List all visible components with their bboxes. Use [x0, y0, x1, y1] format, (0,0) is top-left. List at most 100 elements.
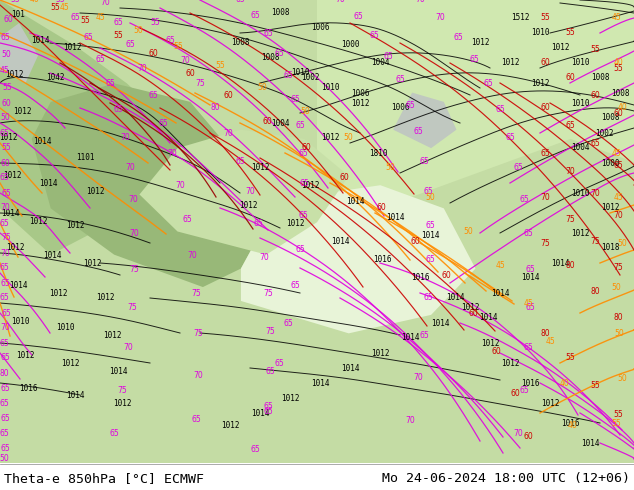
Text: 65: 65	[613, 161, 623, 170]
Text: 70: 70	[123, 343, 133, 352]
Text: 65: 65	[83, 33, 93, 43]
Text: 75: 75	[191, 289, 201, 297]
Text: 65: 65	[0, 353, 10, 363]
Text: 60: 60	[441, 271, 451, 280]
Text: 65: 65	[469, 55, 479, 65]
Polygon shape	[241, 185, 476, 333]
Text: 55: 55	[50, 3, 60, 13]
Text: 60: 60	[590, 91, 600, 99]
Text: 1014: 1014	[401, 334, 419, 343]
Text: 1012: 1012	[501, 58, 519, 68]
Text: 75: 75	[565, 215, 575, 223]
Text: 65: 65	[283, 319, 293, 328]
Text: 65: 65	[263, 401, 273, 411]
Text: 60: 60	[510, 389, 520, 397]
Text: 1014: 1014	[1, 209, 19, 218]
Text: 65: 65	[423, 188, 433, 196]
Text: 55: 55	[540, 14, 550, 23]
Text: 55: 55	[565, 353, 575, 363]
Text: 45: 45	[60, 3, 70, 13]
Text: 1012: 1012	[86, 187, 104, 196]
Text: 1014: 1014	[251, 409, 269, 417]
Text: 65: 65	[274, 49, 284, 58]
Text: 1012: 1012	[461, 303, 479, 313]
Text: 1014: 1014	[491, 289, 509, 297]
Text: 45: 45	[611, 148, 621, 157]
Text: 65: 65	[540, 148, 550, 157]
Text: 1004: 1004	[571, 144, 589, 152]
Text: 60: 60	[339, 172, 349, 181]
Text: 1012: 1012	[251, 164, 269, 172]
Text: 65: 65	[250, 444, 260, 454]
Text: 1002: 1002	[595, 128, 613, 138]
Text: 70: 70	[259, 252, 269, 262]
Text: 55: 55	[215, 62, 225, 71]
Text: 65: 65	[525, 266, 535, 274]
Text: 75: 75	[195, 78, 205, 88]
Text: 65: 65	[0, 278, 10, 288]
Text: 70: 70	[245, 187, 255, 196]
Text: 70: 70	[187, 250, 197, 260]
Text: 65: 65	[0, 264, 9, 272]
Text: 65: 65	[565, 121, 575, 129]
Text: 55: 55	[565, 28, 575, 38]
Text: 101: 101	[11, 10, 25, 20]
Text: 80: 80	[0, 368, 9, 377]
Text: 1004: 1004	[371, 58, 389, 68]
Text: 1012: 1012	[29, 217, 48, 225]
Text: 1012: 1012	[571, 228, 589, 238]
Text: 65: 65	[290, 281, 300, 291]
Polygon shape	[32, 83, 266, 287]
Text: 1012: 1012	[239, 200, 257, 210]
Text: 75: 75	[265, 326, 275, 336]
Text: 65: 65	[395, 75, 405, 84]
Text: 1012: 1012	[61, 359, 79, 368]
Text: 65: 65	[158, 119, 168, 127]
Text: 65: 65	[298, 212, 308, 220]
Text: 65: 65	[513, 164, 523, 172]
Text: 1004: 1004	[271, 119, 289, 127]
Text: 1008: 1008	[261, 53, 279, 63]
Text: 1008: 1008	[271, 8, 289, 18]
Text: 50: 50	[425, 194, 435, 202]
Text: 75: 75	[193, 328, 203, 338]
Text: 1012: 1012	[551, 44, 569, 52]
Text: 1014: 1014	[33, 137, 51, 146]
Text: 60: 60	[1, 98, 11, 107]
Text: 50: 50	[463, 226, 473, 236]
Text: 70: 70	[540, 194, 550, 202]
Text: 65: 65	[283, 72, 293, 80]
Text: 50: 50	[1, 50, 11, 59]
Text: 75: 75	[1, 234, 11, 243]
Text: 55: 55	[55, 0, 65, 4]
Text: 1012: 1012	[0, 133, 17, 143]
Text: 1012: 1012	[13, 106, 31, 116]
Text: 60: 60	[3, 16, 13, 24]
Text: 50: 50	[0, 114, 10, 122]
Text: 1002: 1002	[301, 74, 320, 82]
Text: 1000: 1000	[601, 158, 619, 168]
Text: 65: 65	[265, 367, 275, 375]
Text: 1012: 1012	[16, 350, 34, 360]
Text: 65: 65	[523, 229, 533, 239]
Text: 1012: 1012	[103, 330, 121, 340]
Text: 1014: 1014	[551, 259, 569, 268]
Text: 65: 65	[290, 96, 300, 104]
Text: 55: 55	[611, 418, 621, 427]
Text: 80: 80	[565, 262, 575, 270]
Text: 65: 65	[70, 14, 80, 23]
Text: 60: 60	[540, 103, 550, 113]
Text: 65: 65	[425, 220, 435, 229]
Text: 1014: 1014	[385, 214, 404, 222]
Text: 1042: 1042	[46, 74, 64, 82]
Text: 65: 65	[519, 196, 529, 204]
Text: 40: 40	[614, 58, 624, 68]
Text: 65: 65	[295, 122, 305, 130]
Text: 65: 65	[295, 245, 305, 254]
Text: 65: 65	[405, 100, 415, 109]
Text: 60: 60	[185, 70, 195, 78]
Text: 70: 70	[413, 372, 423, 382]
Text: 65: 65	[0, 443, 10, 452]
Text: 1010: 1010	[531, 28, 549, 38]
Text: 1012: 1012	[113, 398, 131, 408]
